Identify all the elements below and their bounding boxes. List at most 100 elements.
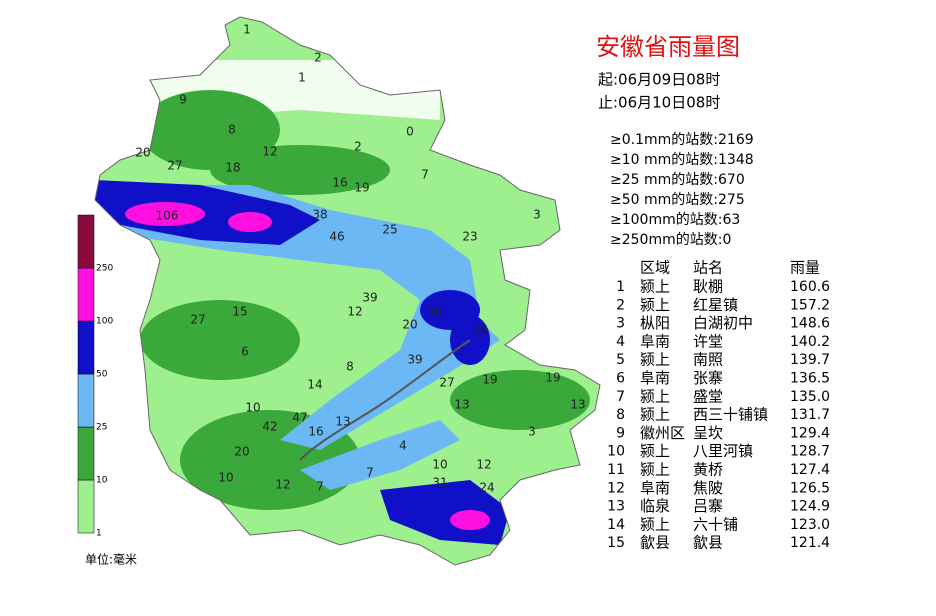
legend-band <box>77 267 95 322</box>
count-value: 0 <box>722 232 731 248</box>
station-count: ≥0.1mm的站数:2169 <box>610 132 754 148</box>
rank: 12 <box>607 480 625 496</box>
station-count: ≥100mm的站数:63 <box>610 212 740 228</box>
rainfall: 123.0 <box>790 517 830 533</box>
rank: 2 <box>616 297 625 313</box>
rain-value: 1 <box>298 71 306 85</box>
rain-value: 0 <box>406 125 414 139</box>
rainfall: 148.6 <box>790 316 830 332</box>
rain-value: 13 <box>335 415 350 429</box>
count-label: ≥0.1mm的站数: <box>610 132 718 148</box>
rain-value: 42 <box>262 420 277 434</box>
rainfall: 157.2 <box>790 297 830 313</box>
legend-band <box>77 479 95 534</box>
province-border <box>94 16 601 566</box>
rain-value: 4 <box>399 439 407 453</box>
station-count: ≥25 mm的站数:670 <box>610 172 745 188</box>
rain-value: 16 <box>308 425 323 439</box>
station: 许堂 <box>693 332 723 350</box>
region: 颍上 <box>640 442 670 460</box>
count-value: 275 <box>718 192 745 208</box>
station: 黄桥 <box>693 461 723 479</box>
region: 歙县 <box>640 534 670 552</box>
region: 阜南 <box>640 369 670 387</box>
period-start: 起:06月09日08时 <box>598 71 720 89</box>
rain-value: 18 <box>225 161 240 175</box>
rain-value: 10 <box>218 471 233 485</box>
rank: 9 <box>616 425 625 441</box>
rank: 6 <box>616 371 625 387</box>
table-header: 雨量 <box>790 259 820 277</box>
rain-value: 3 <box>533 208 541 222</box>
station-count: ≥50 mm的站数:275 <box>610 192 745 208</box>
rain-value: 14 <box>307 378 322 392</box>
count-value: 2169 <box>718 132 754 148</box>
rainfall: 124.9 <box>790 499 830 515</box>
rain-value: 7 <box>366 466 374 480</box>
rank: 4 <box>616 334 625 350</box>
rainfall: 139.7 <box>790 352 830 368</box>
rank: 14 <box>607 517 625 533</box>
rain-value: 27 <box>167 159 182 173</box>
legend-label: 10 <box>96 476 108 486</box>
legend-band <box>77 373 95 428</box>
rain-value: 2 <box>314 51 322 65</box>
rainfall: 126.5 <box>790 480 830 496</box>
river <box>299 339 471 461</box>
rank: 3 <box>616 316 625 332</box>
rain-value: 30 <box>427 306 442 320</box>
station: 西三十铺镇 <box>693 406 768 424</box>
rank: 11 <box>607 462 625 478</box>
station: 盛堂 <box>693 387 723 405</box>
title: 安徽省雨量图 <box>596 33 740 61</box>
rank: 5 <box>616 352 625 368</box>
rain-value: 38 <box>312 208 327 222</box>
rain-value: 20 <box>402 318 417 332</box>
rain-value: 1 <box>243 23 251 37</box>
rain-value: 12 <box>275 478 290 492</box>
station: 歙县 <box>693 534 723 552</box>
table-header: 区域 <box>640 259 670 277</box>
rain-value: 12 <box>262 145 277 159</box>
region: 颍上 <box>640 461 670 479</box>
region: 颍上 <box>640 406 670 424</box>
count-label: ≥100mm的站数: <box>610 212 722 228</box>
rank: 13 <box>607 499 625 515</box>
region: 颍上 <box>640 278 670 296</box>
legend-label: 1 <box>96 529 102 539</box>
station: 呈坎 <box>693 424 723 442</box>
rain-value: 13 <box>454 398 469 412</box>
rain-value: 7 <box>316 480 324 494</box>
rain-value: 19 <box>482 373 497 387</box>
rainfall: 127.4 <box>790 462 830 478</box>
rain-value: 12 <box>476 458 491 472</box>
rainfall: 140.2 <box>790 334 830 350</box>
legend-label: 100 <box>96 317 113 327</box>
rainfall: 135.0 <box>790 389 830 405</box>
legend-label: 50 <box>96 370 108 380</box>
rank: 10 <box>607 444 625 460</box>
count-value: 670 <box>718 172 745 188</box>
unit-label: 单位:毫米 <box>85 552 137 567</box>
rainfall: 136.5 <box>790 371 830 387</box>
region: 临泉 <box>640 497 670 515</box>
rain-value: 47 <box>292 411 307 425</box>
region: 颍上 <box>640 387 670 405</box>
rain-value: 6 <box>241 345 249 359</box>
region: 阜南 <box>640 479 670 497</box>
rainfall: 129.4 <box>790 425 830 441</box>
rain-value: 16 <box>332 176 347 190</box>
rain-value: 15 <box>232 305 247 319</box>
rainfall: 121.4 <box>790 535 830 551</box>
rain-value: 24 <box>479 481 494 495</box>
region: 颍上 <box>640 296 670 314</box>
province-map <box>95 17 600 565</box>
region: 徽州区 <box>640 424 685 442</box>
rain-value: 31 <box>432 476 447 490</box>
rain-value: 10 <box>245 401 260 415</box>
count-label: ≥50 mm的站数: <box>610 192 718 208</box>
station: 八里河镇 <box>693 442 753 460</box>
rain-value: 2 <box>354 140 362 154</box>
rain-value: 20 <box>135 146 150 160</box>
